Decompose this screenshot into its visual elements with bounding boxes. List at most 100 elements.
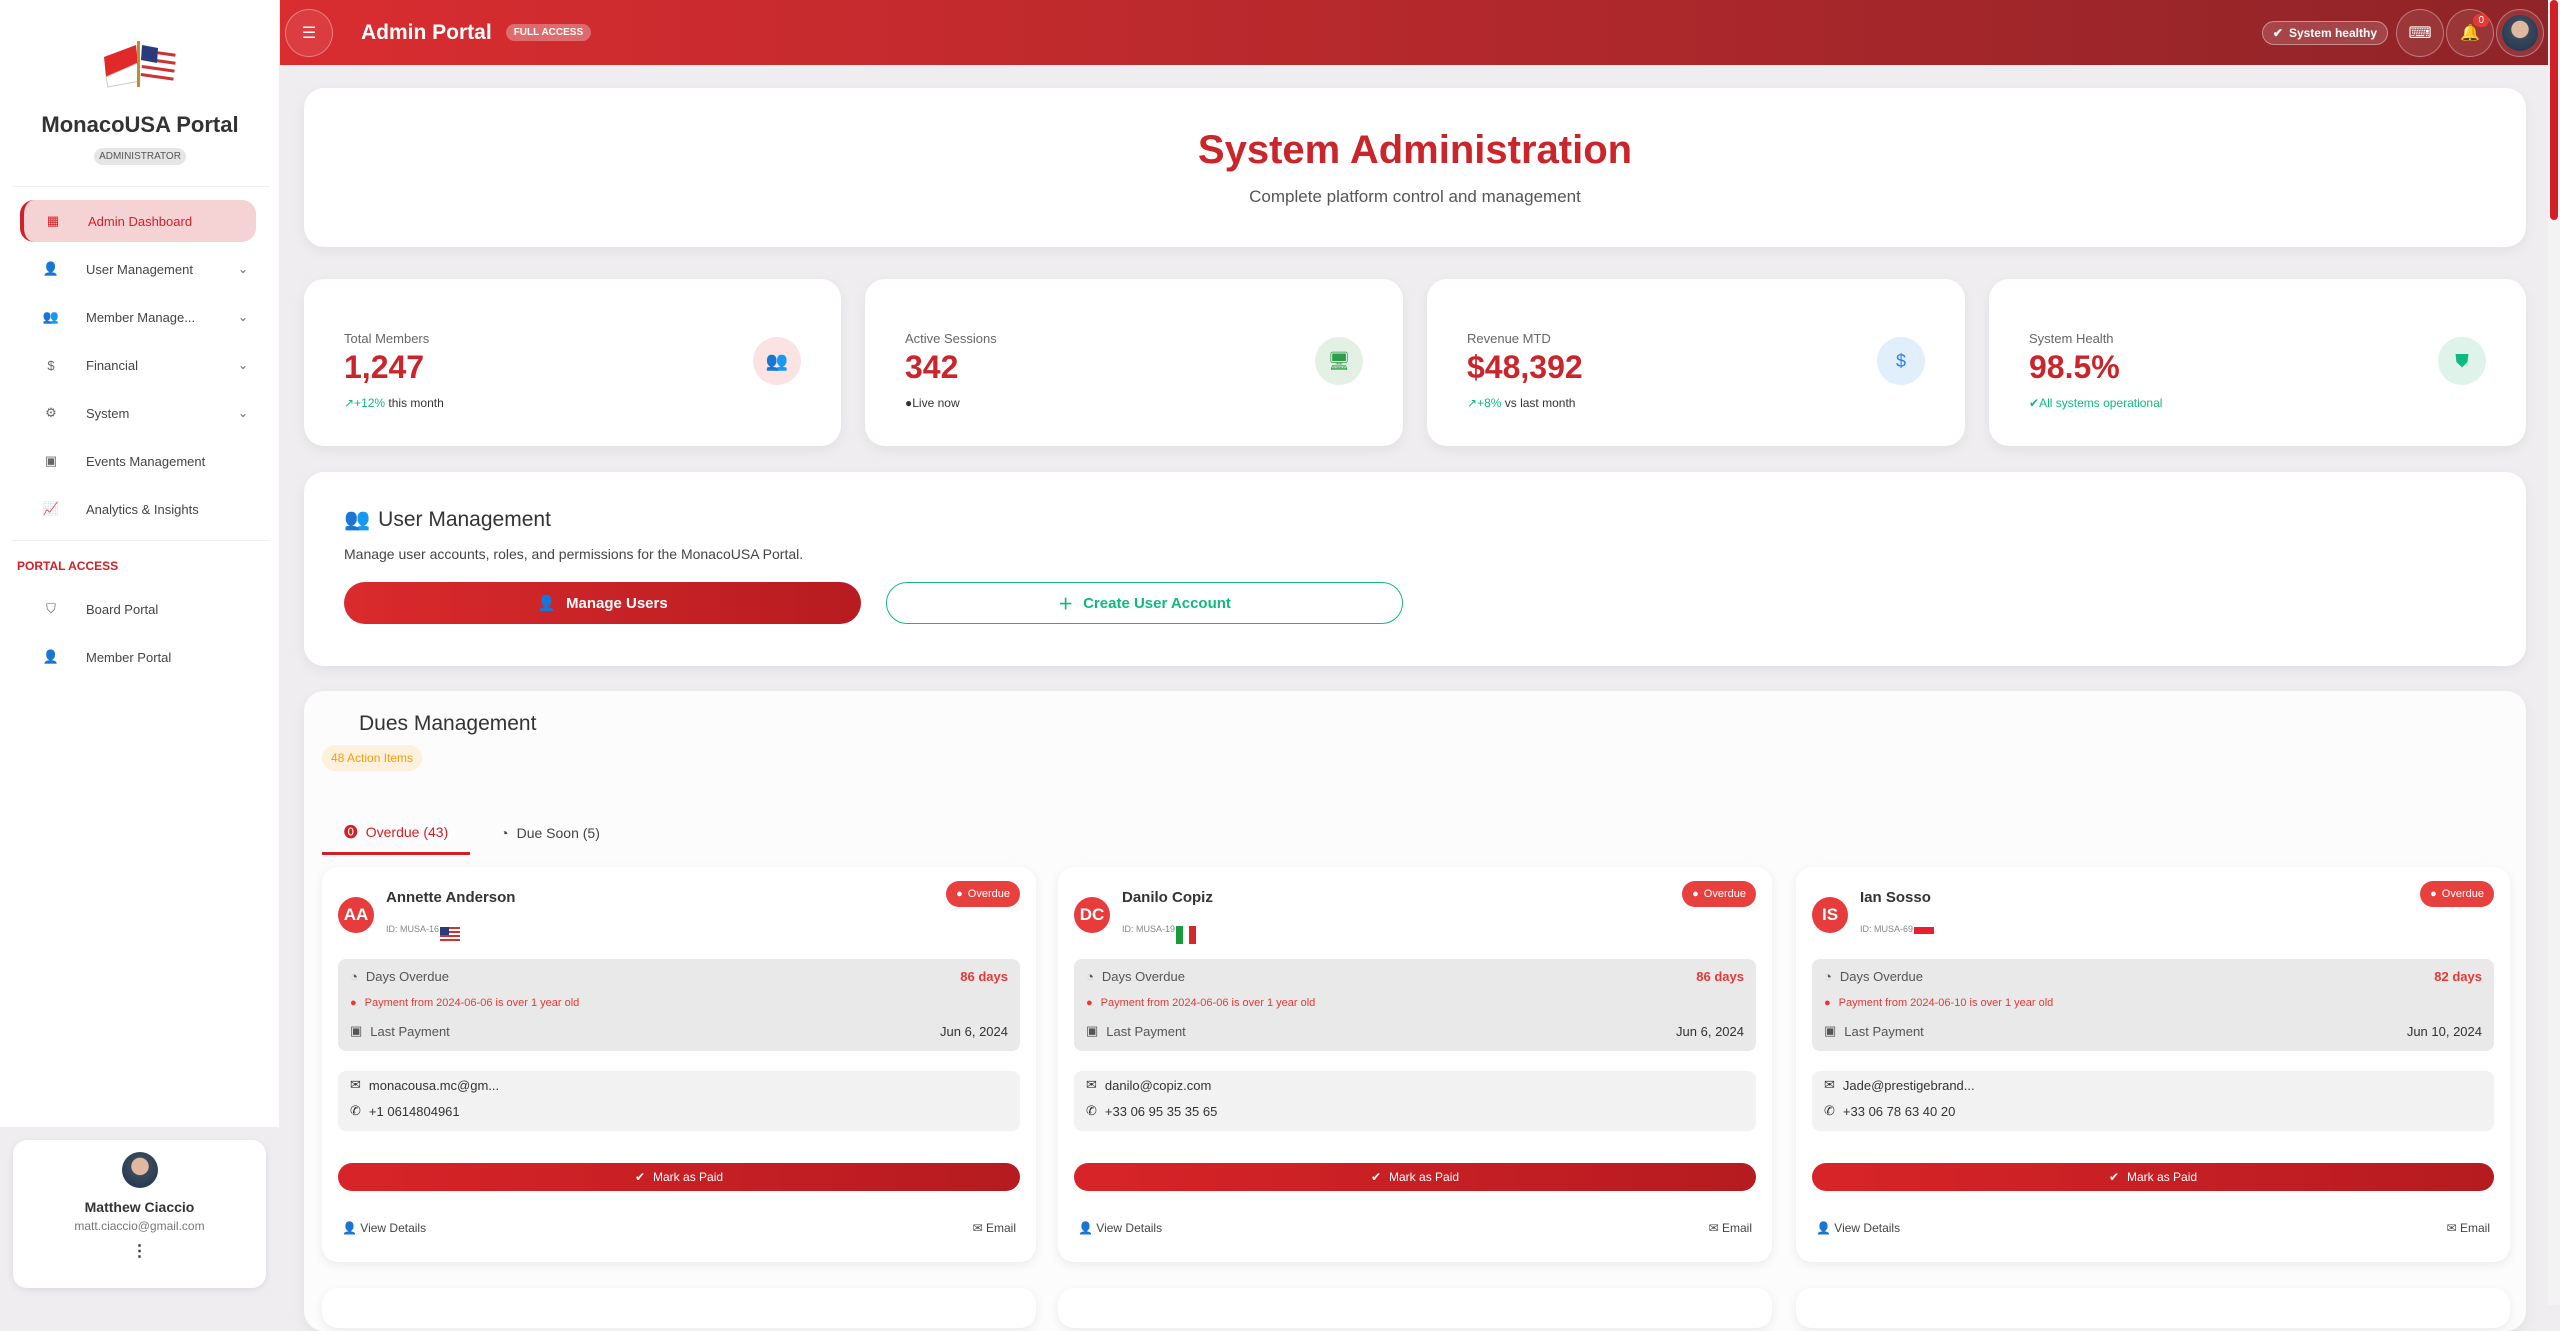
member-name: Ian Sosso — [1860, 889, 1931, 906]
more-vert-icon[interactable]: ⋮ — [131, 1243, 148, 1260]
person-icon: 👤 — [42, 649, 60, 664]
chart-line-icon: 📈 — [42, 501, 60, 516]
action-items-badge: 48 Action Items — [322, 745, 423, 771]
hero-card: System Administration Complete platform … — [304, 88, 2526, 247]
view-details-link[interactable]: 👤 View Details — [1816, 1221, 1901, 1235]
view-details-link[interactable]: 👤 View Details — [1078, 1221, 1163, 1235]
member-card: IS Ian Sosso ID: MUSA-69 ● Overdue ◔ Days … — [1796, 867, 2510, 1262]
check-circle-icon: ✔ — [634, 1170, 646, 1184]
calendar-icon: ▣ — [44, 453, 58, 468]
tab-due-soon[interactable]: ◔ Due Soon (5) — [500, 825, 600, 841]
email-link[interactable]: ✉ Email — [2446, 1221, 2490, 1235]
member-id: ID: MUSA-16 — [386, 924, 440, 934]
status-badge: ● Overdue — [2420, 881, 2494, 907]
dashboard-icon: ▦ — [46, 213, 60, 228]
sidebar-item-events[interactable]: ▣ Events Management — [22, 440, 258, 482]
member-id: ID: MUSA-19 — [1122, 924, 1176, 934]
sidebar-item-user-management[interactable]: 👤 User Management ⌄ — [22, 248, 258, 290]
create-user-button[interactable]: ＋ Create User Account — [886, 582, 1403, 624]
sidebar-item-financial[interactable]: $ Financial ⌄ — [22, 344, 258, 386]
alert-circle-icon: ● — [1692, 888, 1699, 900]
member-email: danilo@copiz.com — [1104, 1077, 1212, 1093]
sidebar-item-admin-dashboard[interactable]: ▦ Admin Dashboard — [20, 200, 256, 242]
page-subtitle: Complete platform control and management — [1249, 187, 1581, 206]
member-card: AA Annette Anderson ID: MUSA-16 ● Overdue… — [322, 867, 1036, 1262]
sidebar-item-member-management[interactable]: 👥 Member Manage... ⌄ — [22, 296, 258, 338]
email-icon: ✉ — [1086, 1077, 1097, 1092]
section-title: Dues Management — [359, 712, 537, 735]
clock-alert-icon: ◔ — [500, 825, 509, 841]
manage-users-button[interactable]: 👤 Manage Users — [344, 582, 861, 624]
email-link[interactable]: ✉ Email — [972, 1221, 1016, 1235]
user-email: matt.ciaccio@gmail.com — [74, 1219, 205, 1233]
avatar — [2502, 14, 2538, 51]
chevron-down-icon: ⌄ — [237, 406, 248, 420]
phone-icon: ✆ — [350, 1103, 361, 1118]
portal-access-heading: PORTAL ACCESS — [17, 559, 119, 573]
gear-icon: ⚙ — [45, 405, 57, 420]
check-circle-icon: ✔ — [2029, 396, 2040, 410]
stat-total-members: Total Members 1,247 ↗+12% this month 👥 — [304, 279, 841, 446]
member-name: Danilo Copiz — [1122, 889, 1213, 906]
live-dot-icon: ● — [905, 396, 913, 410]
divider — [12, 186, 270, 187]
country-flag-icon — [440, 927, 460, 941]
menu-collapse-button[interactable]: ☰ — [285, 8, 333, 57]
contact-info: ✉ danilo@copiz.com ✆ +33 06 95 35 35 65 — [1074, 1071, 1756, 1131]
alert-circle-icon: ● — [2430, 888, 2437, 900]
clock-alert-icon: ◔ — [1824, 969, 1832, 984]
scrollbar[interactable] — [2548, 0, 2560, 1305]
avatar — [121, 1152, 158, 1188]
group-icon: 👥 — [42, 309, 60, 324]
country-flag-icon — [1914, 927, 1934, 941]
contact-info: ✉ Jade@prestigebrand... ✆ +33 06 78 63 40 … — [1812, 1071, 2494, 1131]
trend-up-icon: ↗ — [1467, 396, 1478, 410]
member-initials-avatar: AA — [338, 897, 374, 933]
role-badge: ADMINISTRATOR — [94, 148, 186, 165]
tab-overdue[interactable]: ⓿ Overdue (43) — [322, 811, 470, 855]
sidebar-item-board-portal[interactable]: ⛉ Board Portal — [22, 588, 258, 630]
check-circle-icon: ✔ — [2108, 1170, 2120, 1184]
group-icon: 👥 — [753, 337, 801, 385]
clock-alert-icon: ◔ — [1086, 969, 1094, 984]
mark-as-paid-button[interactable]: ✔ Mark as Paid — [1074, 1163, 1756, 1191]
mark-as-paid-button[interactable]: ✔ Mark as Paid — [1812, 1163, 2494, 1191]
last-payment-value: Jun 6, 2024 — [940, 1023, 1008, 1039]
logo-flags — [104, 41, 176, 88]
sidebar-item-system[interactable]: ⚙ System ⌄ — [22, 392, 258, 434]
shield-account-icon: ⛉ — [46, 601, 56, 616]
stat-active-sessions: Active Sessions 342 ●Live now 🖥 — [865, 279, 1403, 446]
system-status-chip: ✔ System healthy — [2261, 20, 2388, 45]
mark-as-paid-button[interactable]: ✔ Mark as Paid — [338, 1163, 1020, 1191]
sidebar-item-member-portal[interactable]: 👤 Member Portal — [22, 636, 258, 678]
page-title: System Administration — [1197, 128, 1633, 172]
sidebar-item-analytics[interactable]: 📈 Analytics & Insights — [22, 488, 258, 530]
brand-title: MonacoUSA Portal — [41, 112, 239, 137]
country-flag-icon — [1176, 926, 1196, 944]
user-gear-icon: 👤 — [42, 261, 60, 276]
member-initials-avatar: IS — [1812, 897, 1848, 933]
user-profile-card: Matthew Ciaccio matt.ciaccio@gmail.com ⋮ — [13, 1140, 266, 1288]
stat-revenue: Revenue MTD $48,392 ↗+8% vs last month $ — [1427, 279, 1965, 446]
notifications-button[interactable]: 🔔 0 — [2446, 8, 2494, 57]
phone-icon: ✆ — [1824, 1103, 1835, 1118]
email-icon: ✉ — [350, 1077, 361, 1092]
trend-up-icon: ↗ — [344, 396, 355, 410]
terminal-button[interactable]: ⌨ — [2396, 8, 2444, 57]
monitor-icon: 🖥 — [1315, 337, 1363, 385]
view-details-link[interactable]: 👤 View Details — [342, 1221, 427, 1235]
terminal-icon: ⌨ — [2408, 24, 2432, 42]
last-payment-value: Jun 10, 2024 — [2406, 1023, 2482, 1039]
dollar-icon: $ — [47, 357, 55, 373]
info-icon: ● — [1824, 997, 1831, 1009]
chevron-down-icon: ⌄ — [237, 358, 248, 372]
member-email: monacousa.mc@gm... — [368, 1077, 500, 1093]
days-overdue-value: 86 days — [1696, 969, 1744, 984]
payment-warning: Payment from 2024-06-10 is over 1 year o… — [1838, 997, 2054, 1009]
payment-warning: Payment from 2024-06-06 is over 1 year o… — [364, 997, 580, 1009]
member-id: ID: MUSA-69 — [1860, 924, 1914, 934]
email-link[interactable]: ✉ Email — [1708, 1221, 1752, 1235]
info-icon: ● — [350, 997, 357, 1009]
profile-button[interactable] — [2496, 8, 2544, 57]
section-title: User Management — [378, 508, 551, 531]
